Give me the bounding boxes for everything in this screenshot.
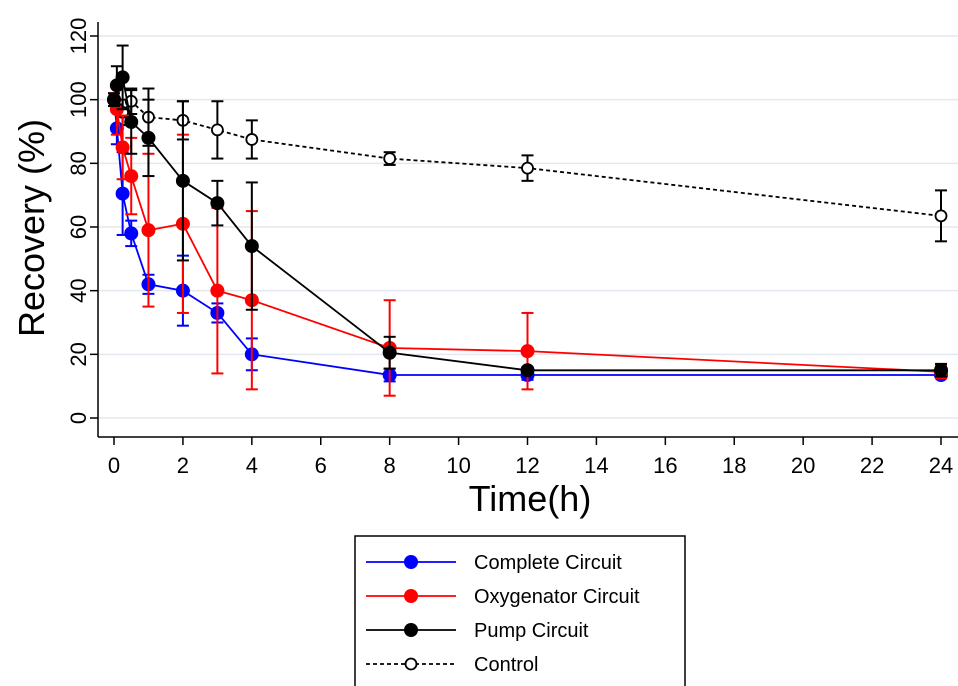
x-tick-label: 6 <box>315 453 327 478</box>
x-axis-title: Time(h) <box>469 478 592 519</box>
x-tick-label: 12 <box>515 453 539 478</box>
data-point <box>383 152 397 165</box>
data-point <box>210 283 225 298</box>
y-tick-label: 120 <box>66 18 91 55</box>
y-tick-label: 40 <box>66 278 91 302</box>
data-point <box>934 363 948 378</box>
x-tick-label: 20 <box>791 453 815 478</box>
y-tick-label: 20 <box>66 342 91 366</box>
data-point <box>124 226 139 241</box>
legend: Complete Circuit Oxygenator Circuit Pump C… <box>354 535 686 686</box>
data-point <box>210 123 224 137</box>
y-tick-label: 100 <box>66 81 91 118</box>
data-point <box>115 70 130 85</box>
legend-label: Complete Circuit <box>474 552 622 574</box>
legend-label: Pump Circuit <box>474 620 589 642</box>
data-point <box>141 223 156 238</box>
data-point <box>244 239 259 254</box>
data-point <box>115 186 130 201</box>
data-point <box>210 196 225 211</box>
x-ticks: 0 2 4 6 8 10 12 14 16 18 20 22 24 <box>108 437 953 478</box>
data-point <box>382 345 397 360</box>
x-tick-label: 14 <box>584 453 608 478</box>
data-point <box>934 209 948 223</box>
series-2 <box>107 44 948 378</box>
x-tick-label: 24 <box>929 453 953 478</box>
x-tick-label: 10 <box>446 453 470 478</box>
x-tick-label: 18 <box>722 453 746 478</box>
series <box>107 44 948 397</box>
data-point <box>175 173 190 188</box>
data-point <box>124 169 139 184</box>
y-tick-label: 60 <box>66 215 91 239</box>
legend-marker <box>404 657 418 671</box>
data-point <box>521 161 534 175</box>
data-point <box>245 133 259 146</box>
x-tick-label: 16 <box>653 453 677 478</box>
legend-marker <box>404 623 418 637</box>
legend-label: Oxygenator Circuit <box>474 586 640 608</box>
data-point <box>115 140 130 155</box>
x-tick-label: 22 <box>860 453 884 478</box>
series-3 <box>107 87 948 243</box>
y-axis-title: Recovery (%) <box>11 119 52 337</box>
y-tick-label: 0 <box>66 412 91 424</box>
x-tick-label: 0 <box>108 453 120 478</box>
y-ticks: 0 20 40 60 80 100 120 <box>66 18 98 424</box>
data-point <box>520 344 535 359</box>
data-point <box>124 114 139 129</box>
x-tick-label: 2 <box>177 453 189 478</box>
series-line <box>113 99 942 217</box>
data-point <box>141 130 156 145</box>
data-point <box>107 92 121 107</box>
legend-marker <box>404 555 418 569</box>
series-1 <box>107 82 948 397</box>
legend-label: Control <box>474 654 538 676</box>
data-point <box>520 363 535 378</box>
legend-marker <box>404 589 418 603</box>
y-tick-label: 80 <box>66 151 91 175</box>
x-tick-label: 8 <box>384 453 396 478</box>
x-tick-label: 4 <box>246 453 258 478</box>
